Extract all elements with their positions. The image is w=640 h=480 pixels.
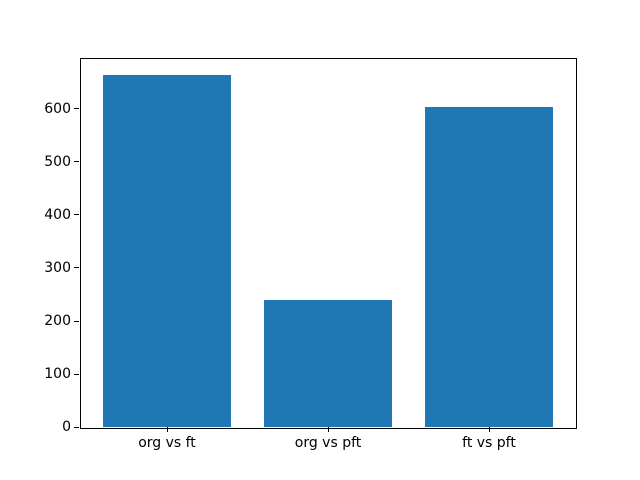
y-tick-mark bbox=[74, 267, 79, 269]
y-tick-label: 100 bbox=[44, 366, 71, 383]
y-tick-label: 300 bbox=[44, 259, 71, 276]
y-tick-label: 0 bbox=[62, 419, 71, 436]
x-tick-mark bbox=[327, 427, 329, 433]
y-tick-label: 500 bbox=[44, 153, 71, 170]
bar-ft-vs-pft bbox=[424, 106, 554, 428]
x-tick-label: org vs pft bbox=[294, 435, 362, 452]
x-tick-label: org vs ft bbox=[138, 435, 196, 452]
y-tick-mark bbox=[74, 161, 79, 163]
y-tick-mark bbox=[74, 373, 79, 375]
y-tick-label: 400 bbox=[44, 206, 71, 223]
y-tick-label: 600 bbox=[44, 100, 71, 117]
y-tick-mark bbox=[74, 108, 79, 110]
y-tick-label: 200 bbox=[44, 313, 71, 329]
x-tick-mark bbox=[488, 427, 490, 433]
bar-org-vs-pft bbox=[263, 299, 393, 428]
x-tick-mark bbox=[166, 427, 168, 433]
y-tick-mark bbox=[74, 426, 79, 428]
x-tick-label: ft vs pft bbox=[462, 435, 516, 452]
bar-org-vs-ft bbox=[102, 75, 232, 428]
y-tick-mark bbox=[74, 214, 79, 216]
y-tick-mark bbox=[74, 320, 79, 322]
